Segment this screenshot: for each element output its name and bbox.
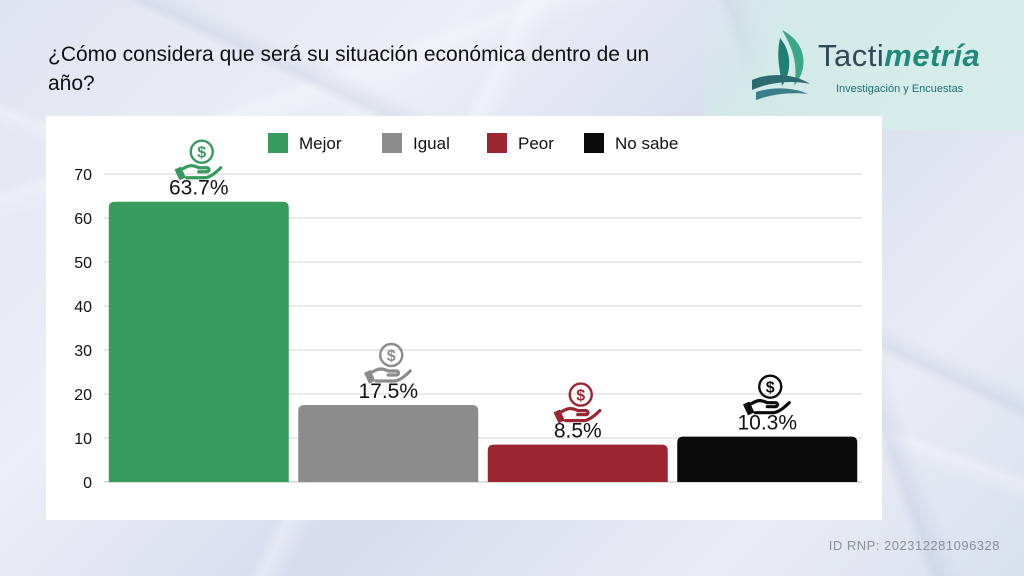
data-label: 10.3% <box>737 412 797 435</box>
legend-swatch <box>487 133 507 153</box>
dollar-sign: $ <box>387 348 396 365</box>
legend-label: Peor <box>518 134 554 153</box>
bar <box>298 405 479 482</box>
data-label: 63.7% <box>169 177 229 200</box>
hand-outline <box>745 398 791 415</box>
y-tick-label: 50 <box>74 255 92 272</box>
hand-holding-dollar-icon: $ <box>363 342 412 384</box>
chart-question-title: ¿Cómo considera que será su situación ec… <box>48 43 650 95</box>
y-tick-label: 0 <box>83 475 92 492</box>
hand-holding-dollar-icon: $ <box>174 139 223 181</box>
y-tick-label: 40 <box>74 299 92 316</box>
logo-wordmark: Tactimetría <box>818 38 981 73</box>
rnp-id: ID RNP: 202312281096328 <box>828 538 1000 553</box>
hand-cuff <box>174 166 186 181</box>
logo-background <box>704 0 1024 130</box>
dollar-sign: $ <box>576 388 585 405</box>
coin-outline <box>379 342 404 368</box>
y-tick-label: 10 <box>74 431 92 448</box>
legend-swatch <box>268 133 288 153</box>
y-tick-label: 60 <box>74 211 92 228</box>
hand-holding-dollar-icon: $ <box>553 382 602 424</box>
bar <box>487 444 668 482</box>
y-tick-label: 70 <box>74 167 92 184</box>
hand-outline <box>556 406 602 423</box>
logo-tagline: Investigación y Encuestas <box>836 83 964 95</box>
legend-swatch <box>382 133 402 153</box>
hand-cuff <box>553 409 565 424</box>
dollar-sign: $ <box>766 380 775 397</box>
dollar-sign: $ <box>197 145 206 162</box>
data-label: 8.5% <box>554 420 602 443</box>
legend-swatch <box>584 133 604 153</box>
chart-panel: 0 10 20 30 40 50 60 70 Mejor Igual Peor No sabe 63.7… <box>46 116 882 520</box>
hand-cuff <box>363 369 376 384</box>
hand-cuff <box>742 401 755 416</box>
legend-item: Mejor <box>268 133 342 153</box>
leaf-icon <box>752 30 810 100</box>
coin-outline <box>568 382 593 407</box>
legend-label: Mejor <box>299 134 342 153</box>
brand-logo: Tactimetría Investigación y Encuestas <box>748 28 998 108</box>
coin-outline <box>189 139 214 164</box>
hand-holding-dollar-icon: $ <box>742 374 791 416</box>
legend-item: No sabe <box>584 133 678 153</box>
bar <box>677 436 858 482</box>
bar-chart: 0 10 20 30 40 50 60 70 Mejor Igual Peor No sabe 63.7… <box>74 133 862 492</box>
data-label: 17.5% <box>358 380 418 403</box>
hand-outline <box>366 367 412 383</box>
hand-outline <box>177 164 223 180</box>
legend-label: No sabe <box>615 134 678 153</box>
coin-outline <box>758 374 783 399</box>
legend-item: Igual <box>382 133 450 153</box>
y-tick-label: 30 <box>74 343 92 360</box>
legend-label: Igual <box>413 134 450 153</box>
y-tick-label: 20 <box>74 387 92 404</box>
legend-item: Peor <box>487 133 554 153</box>
bar <box>108 201 289 482</box>
